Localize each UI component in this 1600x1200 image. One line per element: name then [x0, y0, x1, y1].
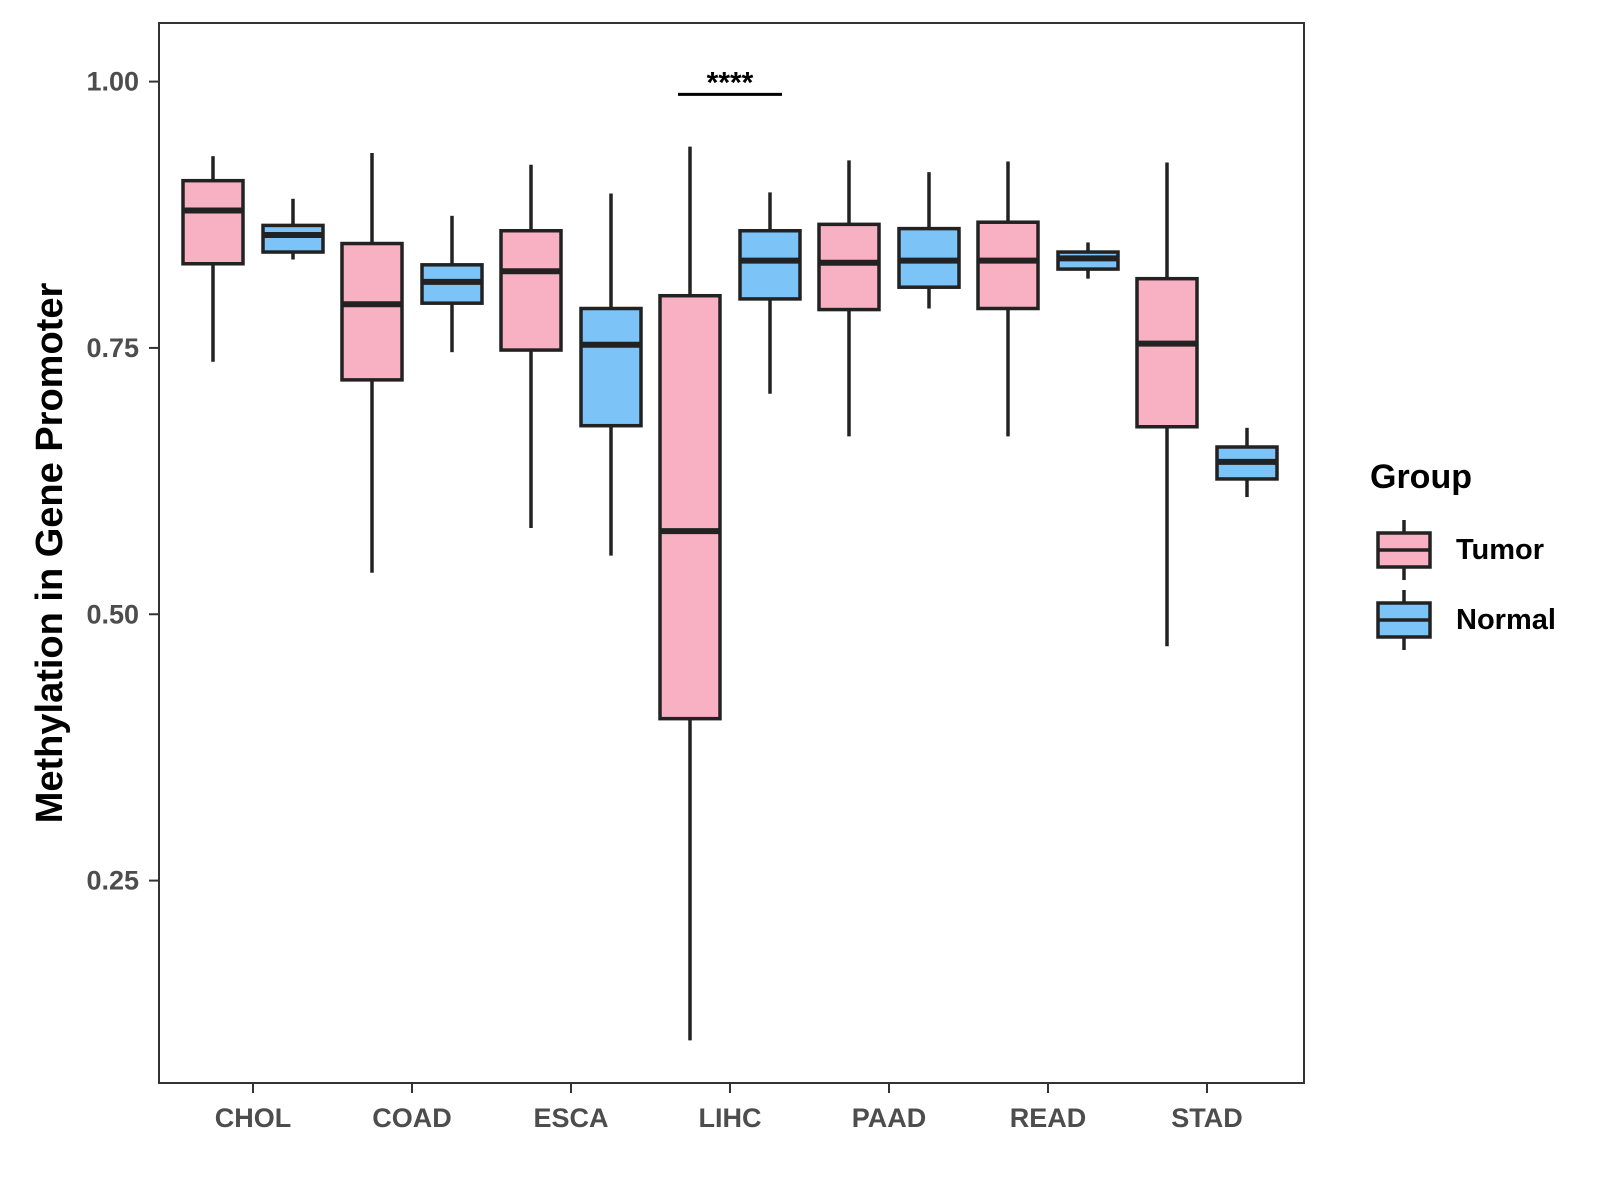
- box-iqr: [579, 306, 643, 428]
- legend-key-tumor: [1376, 520, 1432, 580]
- box-iqr: [976, 220, 1040, 311]
- x-tick-label: LIHC: [699, 1103, 762, 1133]
- box-iqr: [658, 293, 722, 721]
- legend: Group Tumor Normal: [1370, 458, 1556, 650]
- legend-title: Group: [1370, 458, 1472, 496]
- x-tick-label: ESCA: [533, 1103, 608, 1133]
- box-normal-coad: [420, 215, 484, 353]
- box-iqr: [1135, 276, 1199, 429]
- box-tumor-read: [976, 161, 1040, 437]
- box-tumor-stad: [1135, 162, 1199, 647]
- box-tumor-lihc: [658, 146, 722, 1041]
- legend-key-normal: [1376, 590, 1432, 650]
- box-normal-paad: [897, 172, 961, 309]
- box-normal-esca: [579, 193, 643, 556]
- y-axis-label: Methylation in Gene Promoter: [29, 283, 71, 824]
- box-normal-read: [1056, 242, 1120, 279]
- x-tick-label: PAAD: [852, 1103, 927, 1133]
- box-iqr: [261, 223, 325, 254]
- y-tick-label: 0.75: [86, 333, 139, 363]
- box-iqr: [499, 228, 563, 352]
- box-iqr: [181, 178, 245, 266]
- annotations: ****: [678, 66, 782, 99]
- box-iqr: [738, 228, 802, 301]
- x-tick-label: READ: [1010, 1103, 1087, 1133]
- legend-label-tumor: Tumor: [1456, 534, 1544, 566]
- y-tick-label: 1.00: [86, 67, 139, 97]
- y-tick-label: 0.25: [86, 866, 139, 896]
- box-tumor-coad: [340, 152, 404, 573]
- plot-panel: [158, 22, 1305, 1084]
- x-tick-label: CHOL: [215, 1103, 292, 1133]
- y-tick-label: 0.50: [86, 599, 139, 629]
- y-axis: 0.25 0.50 0.75 1.00: [86, 67, 159, 896]
- box-tumor-chol: [181, 156, 245, 362]
- box-tumor-esca: [499, 164, 563, 528]
- box-iqr: [340, 241, 404, 382]
- x-tick-label: STAD: [1171, 1103, 1243, 1133]
- x-axis: CHOL COAD ESCA LIHC PAAD READ STAD: [215, 1083, 1243, 1133]
- box-tumor-paad: [817, 160, 881, 437]
- box-iqr: [817, 222, 881, 312]
- significance-label: ****: [707, 66, 754, 99]
- box-normal-chol: [261, 198, 325, 260]
- legend-label-normal: Normal: [1456, 604, 1556, 636]
- box-normal-stad: [1215, 427, 1279, 498]
- x-tick-label: COAD: [372, 1103, 452, 1133]
- boxes: [181, 146, 1279, 1041]
- box-normal-lihc: [738, 192, 802, 394]
